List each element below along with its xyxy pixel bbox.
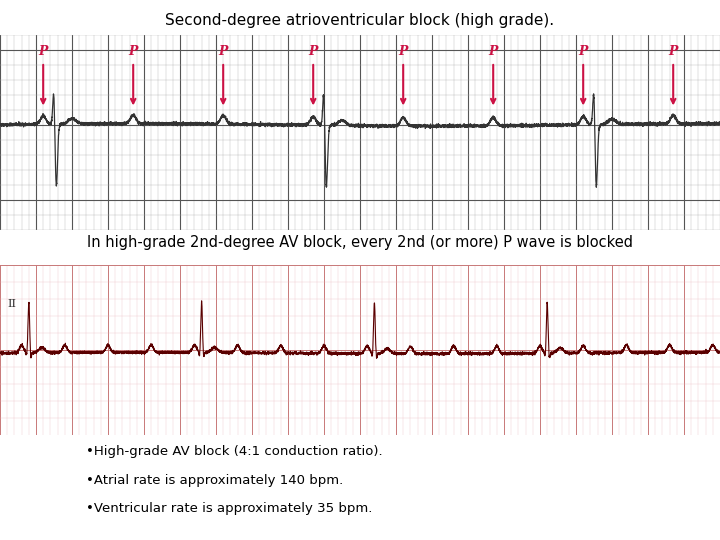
Text: •Ventricular rate is approximately 35 bpm.: •Ventricular rate is approximately 35 bp… [86, 502, 373, 515]
Text: P: P [488, 44, 498, 58]
Text: P: P [398, 44, 408, 58]
Text: P: P [578, 44, 588, 58]
Text: P: P [38, 44, 48, 58]
Text: In high-grade 2nd-degree AV block, every 2nd (or more) P wave is blocked: In high-grade 2nd-degree AV block, every… [87, 235, 633, 250]
Text: P: P [128, 44, 138, 58]
Text: Second-degree atrioventricular block (high grade).: Second-degree atrioventricular block (hi… [166, 14, 554, 29]
Text: P: P [668, 44, 678, 58]
Text: P: P [308, 44, 318, 58]
Text: P: P [218, 44, 228, 58]
Text: II: II [7, 299, 16, 309]
Text: •High-grade AV block (4:1 conduction ratio).: •High-grade AV block (4:1 conduction rat… [86, 446, 383, 458]
Text: •Atrial rate is approximately 140 bpm.: •Atrial rate is approximately 140 bpm. [86, 474, 343, 487]
